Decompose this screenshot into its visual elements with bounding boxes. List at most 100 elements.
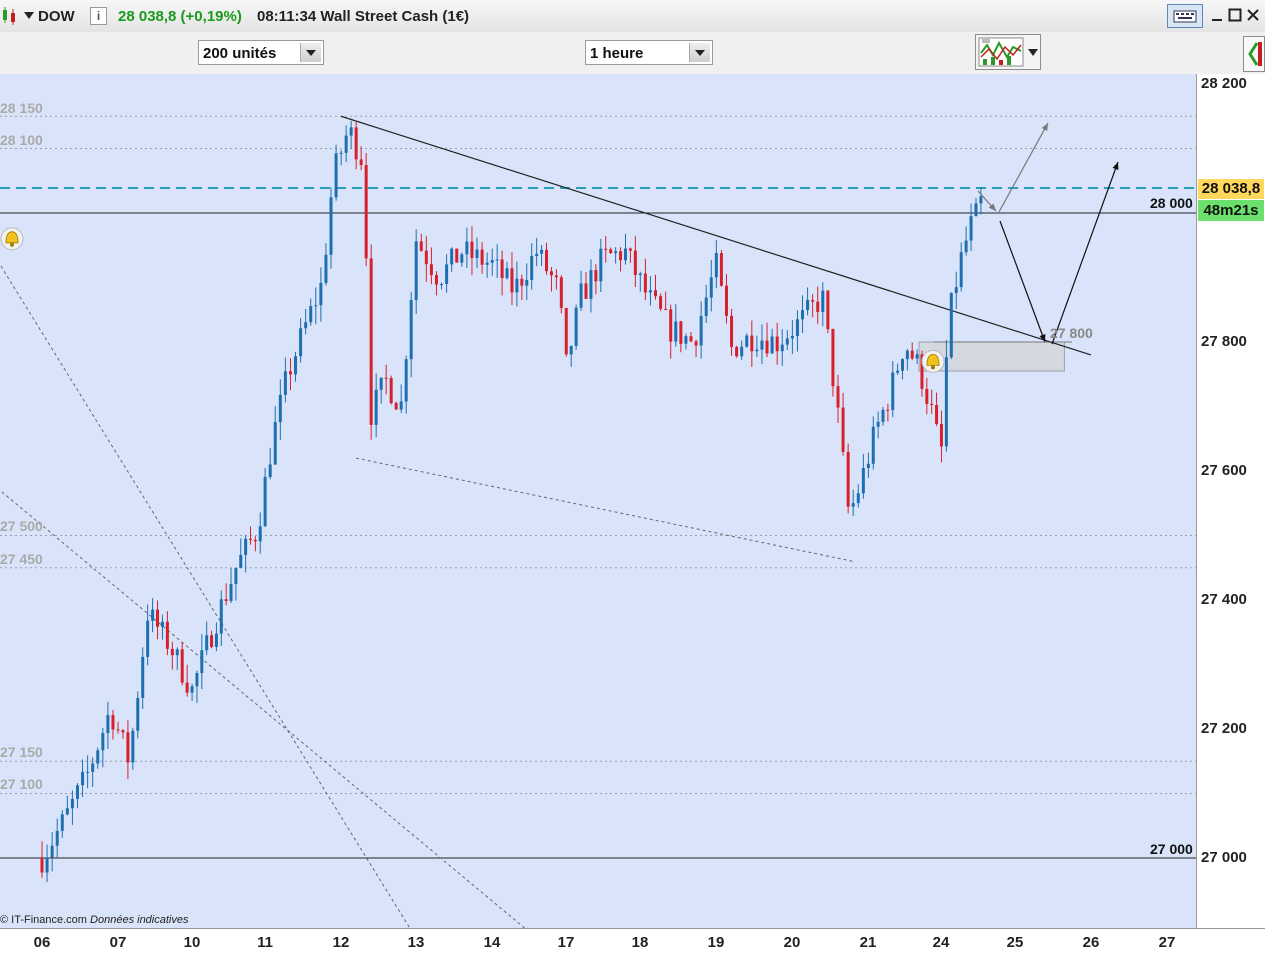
x-tick-label: 13 <box>407 934 425 951</box>
candle-body <box>826 290 830 330</box>
candle-body <box>455 248 459 263</box>
candle-body <box>633 250 637 276</box>
candle-body <box>175 649 179 656</box>
candle-body <box>131 730 135 763</box>
x-tick-label: 17 <box>557 934 575 951</box>
level-label: 27 150 <box>0 744 43 760</box>
candle-body <box>500 259 504 279</box>
candle-body <box>750 335 754 352</box>
candle-body <box>724 285 728 316</box>
candle-body <box>339 152 343 154</box>
candle-body <box>699 315 703 346</box>
level-label: 27 500 <box>0 518 43 534</box>
candle-body <box>648 290 652 293</box>
x-tick-label: 06 <box>33 934 51 951</box>
candle-body <box>364 164 368 259</box>
candle-body <box>91 763 95 772</box>
zone-label: 27 800 <box>1050 325 1093 341</box>
candle-body <box>334 153 338 198</box>
units-select-value: 200 unités <box>203 45 277 62</box>
chevron-down-icon[interactable] <box>1028 49 1038 57</box>
candle-body <box>283 371 287 395</box>
close-icon[interactable] <box>1246 8 1260 22</box>
candle-body <box>574 307 578 346</box>
candle-body <box>579 283 583 308</box>
candle-body <box>450 248 454 265</box>
candle-body <box>925 388 929 404</box>
x-tick-label: 18 <box>631 934 649 951</box>
candle-body <box>674 321 678 342</box>
candle-body <box>806 299 810 311</box>
chart-canvas[interactable] <box>0 74 1196 959</box>
x-tick-label: 07 <box>109 934 127 951</box>
level-label: 28 000 <box>1150 195 1193 211</box>
candle-body <box>389 378 393 404</box>
candle-body <box>146 620 150 657</box>
candle-body <box>268 464 272 478</box>
candle-body <box>344 135 348 153</box>
scroll-button[interactable] <box>1243 36 1265 72</box>
candle-body <box>200 650 204 674</box>
candle-body <box>785 338 789 345</box>
candle-body <box>434 275 438 285</box>
candle-body <box>229 584 233 601</box>
period-select[interactable]: 1 heure <box>585 40 713 65</box>
y-tick-label: 28 200 <box>1201 75 1247 92</box>
candle-body <box>930 403 934 405</box>
candle-body <box>549 271 553 276</box>
symbol-label[interactable]: DOW <box>38 8 75 25</box>
maximize-icon[interactable] <box>1228 8 1242 22</box>
indicators-icon <box>978 37 1024 67</box>
info-icon[interactable]: i <box>90 7 107 25</box>
candle-body <box>319 282 323 306</box>
time-axis[interactable] <box>0 928 1265 959</box>
x-tick-label: 14 <box>483 934 501 951</box>
candle-body <box>816 301 820 312</box>
x-tick-label: 21 <box>859 934 877 951</box>
candle-body <box>851 503 855 507</box>
title-bar: DOW i 28 038,8 (+0,19%) 08:11:34 Wall St… <box>0 0 1265 33</box>
chevron-down-icon[interactable] <box>689 43 710 62</box>
keyboard-icon[interactable] <box>1167 4 1203 28</box>
price-chart[interactable] <box>0 74 1196 959</box>
projection-arrow <box>1051 161 1119 345</box>
candle-body <box>379 377 383 390</box>
candle-body <box>735 346 739 357</box>
candle-body <box>224 599 228 601</box>
candle-body <box>821 290 825 312</box>
footer-credit: © IT-Finance.com Données indicatives <box>0 914 188 926</box>
candle-body <box>126 732 130 763</box>
candle-body <box>554 275 558 278</box>
candle-body <box>288 371 292 375</box>
projection-arrow <box>999 220 1046 343</box>
countdown-badge: 48m21s <box>1198 200 1264 221</box>
candle-body <box>939 423 943 447</box>
candle-body <box>619 251 623 261</box>
channel-line <box>0 489 563 959</box>
minimize-icon[interactable] <box>1210 9 1224 23</box>
x-tick-label: 20 <box>783 934 801 951</box>
candle-body <box>886 409 890 411</box>
candle-body <box>156 609 160 627</box>
candle-body <box>465 241 469 255</box>
candle-body <box>654 290 658 297</box>
candle-body <box>50 845 54 858</box>
candle-body <box>210 635 214 647</box>
units-select[interactable]: 200 unités <box>198 40 324 65</box>
support-trendline <box>355 457 853 562</box>
chevron-down-icon[interactable] <box>24 12 34 20</box>
candle-body <box>314 305 318 307</box>
level-label: 28 100 <box>0 132 43 148</box>
chevron-down-icon[interactable] <box>300 43 321 62</box>
y-tick-label: 27 600 <box>1201 462 1247 479</box>
candle-body <box>384 377 388 379</box>
candle-body <box>170 648 174 656</box>
candle-body <box>490 260 494 263</box>
candle-body <box>195 673 199 687</box>
candle-body <box>234 567 238 585</box>
candle-body <box>278 394 282 423</box>
candle-body <box>141 656 145 698</box>
projection-arrow <box>998 122 1049 213</box>
candle-body <box>111 715 115 730</box>
indicators-button[interactable] <box>975 34 1041 70</box>
